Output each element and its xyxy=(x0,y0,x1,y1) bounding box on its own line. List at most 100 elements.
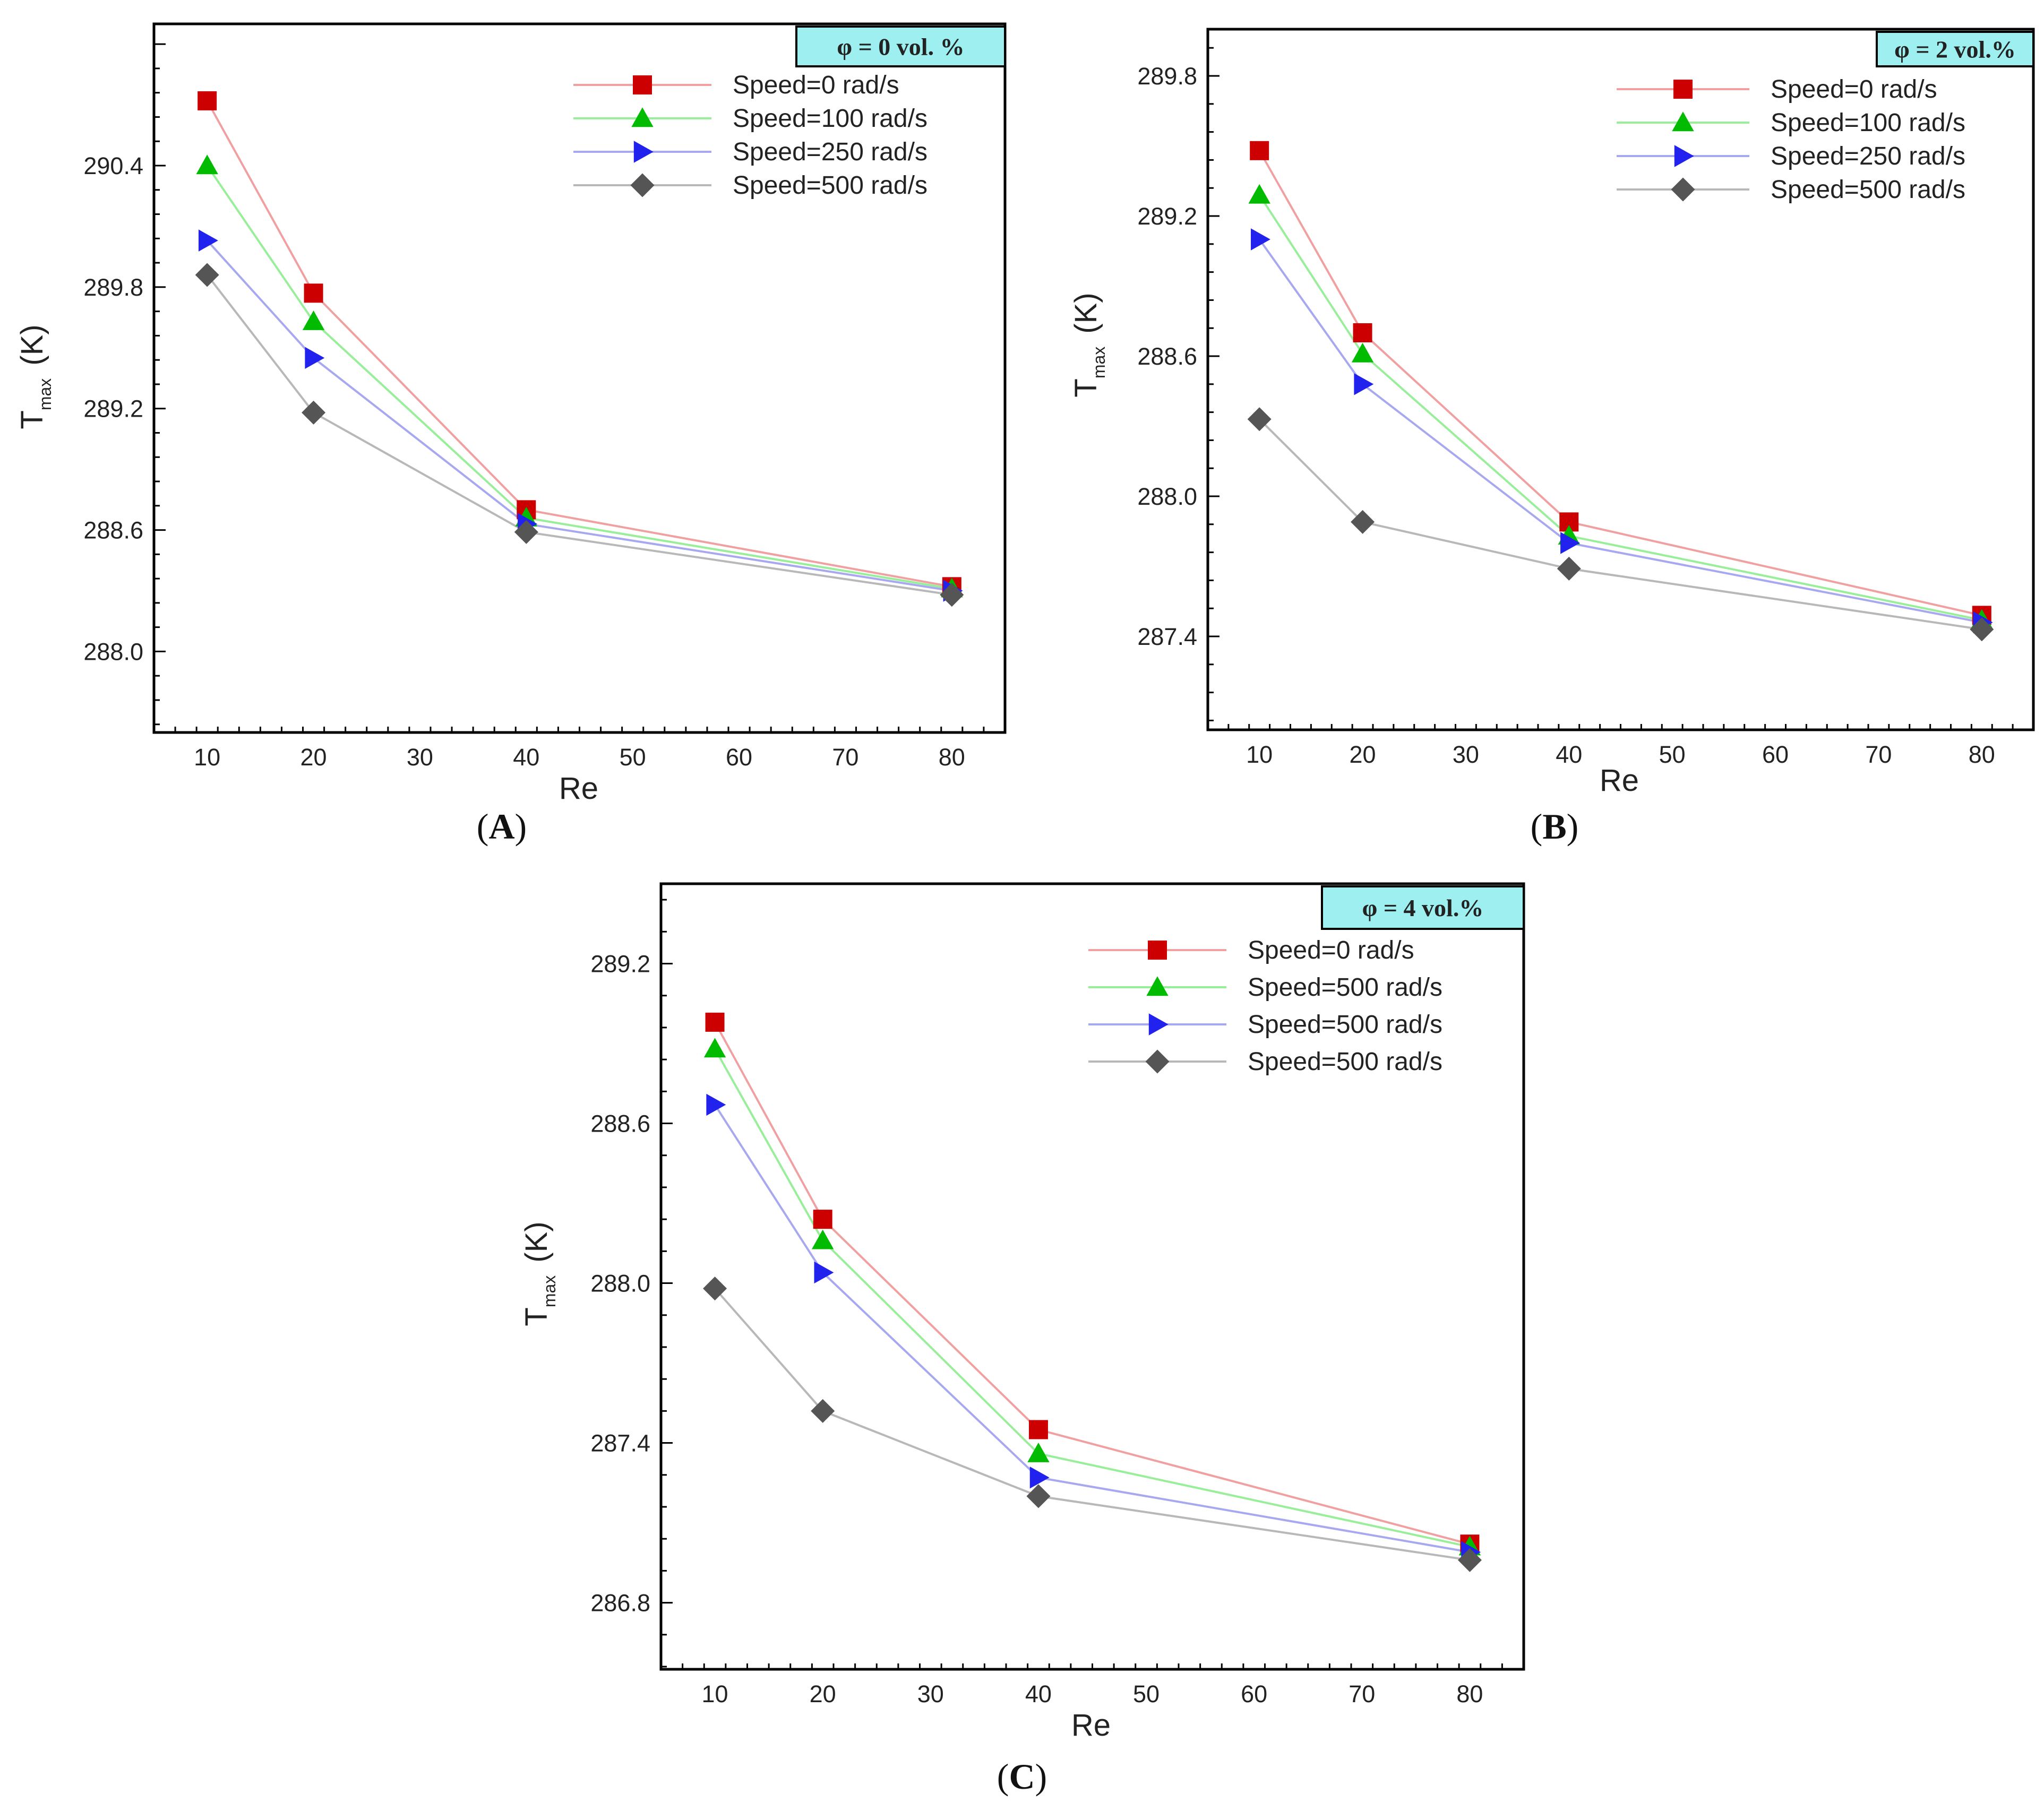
x-tick-label: 30 xyxy=(917,1680,944,1707)
diamond-marker xyxy=(195,263,219,287)
legend-square-marker xyxy=(1673,80,1693,99)
series-line xyxy=(714,1104,1470,1554)
legend-triangle-right-marker xyxy=(1674,145,1694,167)
square-marker xyxy=(1353,323,1372,342)
y-tick-label: 289.2 xyxy=(590,951,650,978)
series-line xyxy=(714,1288,1470,1562)
y-tick-label: 288.0 xyxy=(83,638,143,665)
y-tick-label: 289.8 xyxy=(83,274,143,301)
diamond-marker xyxy=(514,520,538,544)
legend-label: Speed=250 rad/s xyxy=(1771,142,1965,170)
x-tick-label: 70 xyxy=(1349,1680,1375,1707)
legend-triangle-marker xyxy=(631,107,654,127)
legend-label: Speed=500 rad/s xyxy=(1771,176,1965,204)
y-tick-label: 288.6 xyxy=(1137,343,1197,370)
x-tick-label: 70 xyxy=(832,744,858,771)
legend-square-marker xyxy=(1148,941,1167,960)
x-tick-label: 20 xyxy=(300,744,327,771)
triangle-marker xyxy=(1027,1442,1050,1462)
phi-label: φ = 0 vol. % xyxy=(837,33,964,61)
triangle-right-marker xyxy=(706,1093,726,1116)
y-axis-title: Tmax (K) xyxy=(15,324,55,429)
y-axis-symbol: T xyxy=(1069,378,1103,397)
x-tick-label: 60 xyxy=(1762,741,1789,768)
phi-label: φ = 4 vol.% xyxy=(1362,894,1484,921)
square-marker xyxy=(1028,1420,1048,1439)
x-tick-label: 80 xyxy=(1969,741,1995,768)
triangle-marker xyxy=(1351,342,1374,363)
diamond-marker xyxy=(811,1399,835,1423)
chart-panel-a: 10 20 30 40 50 60 70 80 288.0 288.6 289.2 289.8 290.… xyxy=(15,22,1007,806)
series-line xyxy=(206,274,952,596)
y-axis-subscript: max xyxy=(540,1275,559,1307)
y-tick-label: 288.0 xyxy=(1137,483,1197,510)
series-line xyxy=(206,100,952,588)
x-axis-title: Re xyxy=(1071,1708,1111,1743)
legend-triangle-marker xyxy=(1146,976,1169,996)
x-tick-label: 80 xyxy=(939,744,965,771)
y-axis-subscript: max xyxy=(1089,347,1109,378)
phi-box xyxy=(1321,885,1525,930)
diamond-marker xyxy=(302,400,326,425)
diamond-marker xyxy=(1557,556,1581,581)
square-marker xyxy=(705,1012,725,1032)
panel-label-a: (A) xyxy=(477,806,527,847)
x-tick-label: 80 xyxy=(1456,1680,1483,1707)
legend-label: Speed=250 rad/s xyxy=(733,138,927,166)
x-tick-label: 50 xyxy=(1133,1680,1160,1707)
series-line xyxy=(1258,194,1982,622)
x-tick-label: 10 xyxy=(1246,741,1273,768)
square-marker xyxy=(1250,141,1269,160)
triangle-marker xyxy=(302,311,325,330)
legend-triangle-marker xyxy=(1672,111,1694,132)
triangle-marker xyxy=(811,1229,834,1249)
diamond-marker xyxy=(1970,617,1994,642)
y-tick-label: 286.8 xyxy=(590,1590,650,1617)
chart-panel-b: 10 20 30 40 50 60 70 80 287.4 288.0 288.6 289.2 289.… xyxy=(1069,28,2035,798)
legend-diamond-marker xyxy=(1145,1049,1170,1074)
phi-box xyxy=(795,25,1006,67)
y-tick-label: 287.4 xyxy=(1137,623,1197,650)
legend-label: Speed=0 rad/s xyxy=(1771,75,1937,104)
legend-triangle-right-marker xyxy=(1148,1013,1169,1036)
y-tick-label: 290.4 xyxy=(83,152,143,179)
triangle-marker xyxy=(1248,184,1270,204)
legend-label: Speed=0 rad/s xyxy=(1248,936,1414,964)
x-tick-label: 50 xyxy=(620,744,646,771)
y-tick-label: 288.6 xyxy=(83,517,143,544)
diamond-marker xyxy=(1247,407,1272,432)
y-tick-label: 288.6 xyxy=(590,1110,650,1137)
square-marker xyxy=(304,283,323,303)
y-axis-unit: (K) xyxy=(1069,292,1103,333)
triangle-right-marker xyxy=(305,347,325,369)
x-tick-label: 30 xyxy=(1453,741,1479,768)
series-line xyxy=(1258,418,1982,631)
x-tick-label: 20 xyxy=(1350,741,1376,768)
triangle-marker xyxy=(196,154,218,175)
y-axis-symbol: T xyxy=(519,1307,554,1326)
series-line xyxy=(1258,150,1982,617)
legend-diamond-marker xyxy=(630,173,655,197)
x-tick-label: 70 xyxy=(1865,741,1892,768)
x-tick-label: 50 xyxy=(1659,741,1686,768)
y-axis-symbol: T xyxy=(15,410,49,429)
legend: Speed=0 rad/s Speed=100 rad/s Speed=250 ra… xyxy=(573,71,927,200)
x-tick-label: 40 xyxy=(1025,1680,1052,1707)
diamond-marker xyxy=(1026,1484,1051,1508)
y-tick-label: 289.2 xyxy=(1137,203,1197,230)
phi-box xyxy=(1876,31,2034,67)
diamond-marker xyxy=(703,1277,727,1301)
x-tick-label: 10 xyxy=(194,744,220,771)
diamond-marker xyxy=(1351,510,1375,534)
series-line xyxy=(206,165,952,590)
x-tick-label: 30 xyxy=(407,744,433,771)
triangle-right-marker xyxy=(1250,228,1270,251)
x-tick-label: 40 xyxy=(1556,741,1582,768)
series-line xyxy=(206,239,952,592)
triangle-right-marker xyxy=(1354,373,1374,395)
diamond-marker xyxy=(1457,1548,1482,1572)
legend-label: Speed=0 rad/s xyxy=(733,71,899,99)
legend-label: Speed=500 rad/s xyxy=(1248,1048,1442,1076)
